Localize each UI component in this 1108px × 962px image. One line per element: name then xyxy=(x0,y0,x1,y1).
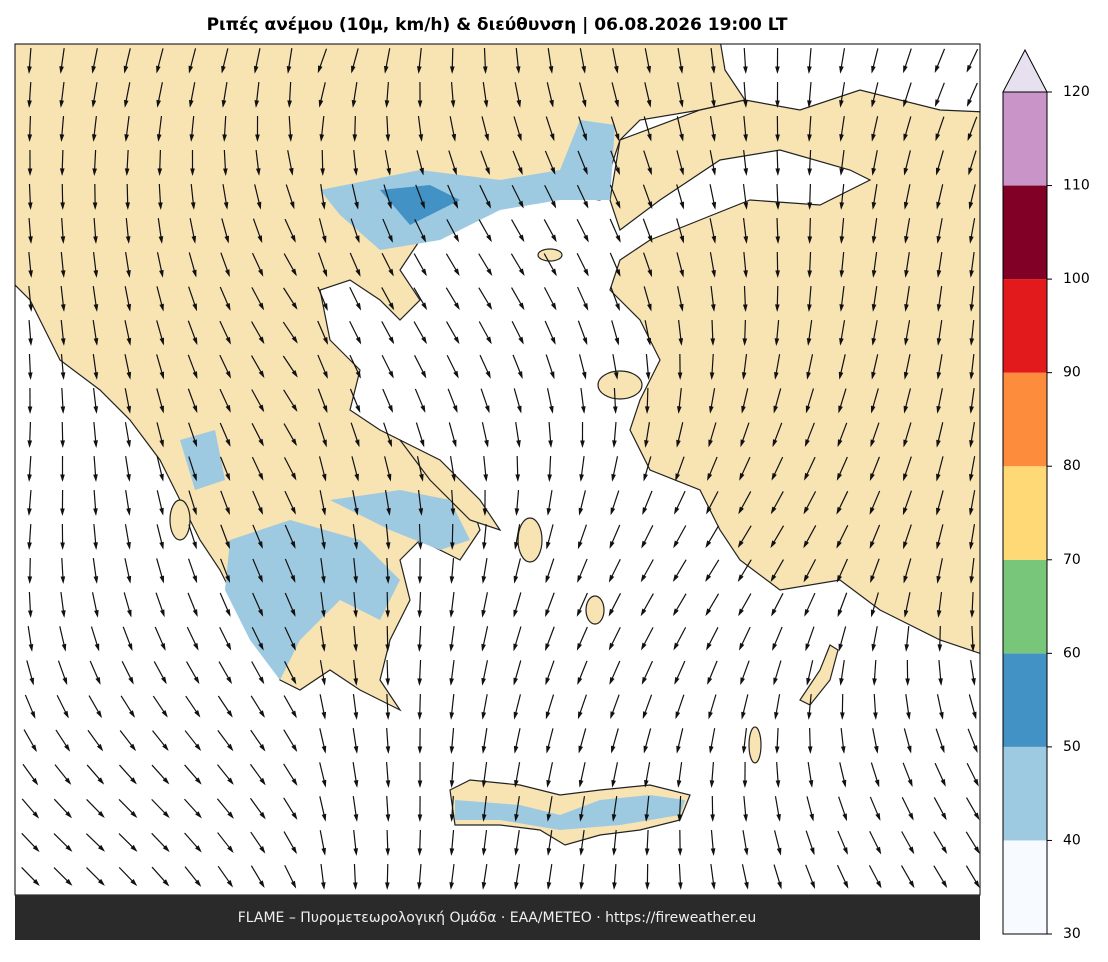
colorbar-segment xyxy=(1003,92,1047,186)
map-area xyxy=(10,40,985,895)
colorbar-segment xyxy=(1003,747,1047,841)
land-island xyxy=(586,596,604,624)
colorbar-tick-label: 40 xyxy=(1063,832,1081,848)
colorbar-segment xyxy=(1003,466,1047,560)
colorbar-tick-label: 100 xyxy=(1063,271,1090,287)
colorbar-segment xyxy=(1003,186,1047,280)
land-island xyxy=(538,249,562,261)
colorbar-segment xyxy=(1003,840,1047,934)
colorbar-tick-label: 30 xyxy=(1063,926,1081,942)
footer-text: FLAME – Πυρομετεωρολογική Ομάδα · ΕΑΑ/ME… xyxy=(238,910,757,926)
colorbar-segment xyxy=(1003,279,1047,373)
colorbar-segment xyxy=(1003,653,1047,747)
colorbar-segment xyxy=(1003,373,1047,467)
map-title: Ριπές ανέμου (10μ, km/h) & διεύθυνση | 0… xyxy=(207,15,788,35)
land-island xyxy=(598,371,642,399)
colorbar-tick-label: 70 xyxy=(1063,552,1081,568)
land-island xyxy=(749,727,761,763)
colorbar-extension xyxy=(1003,50,1047,92)
colorbar: 30 40 50 60 70 80 90 100 110 120 xyxy=(1003,50,1090,942)
land-island xyxy=(170,500,190,540)
colorbar-tick-label: 120 xyxy=(1063,84,1090,100)
colorbar-tick-label: 90 xyxy=(1063,365,1081,381)
colorbar-tick-label: 80 xyxy=(1063,458,1081,474)
colorbar-tick-label: 60 xyxy=(1063,645,1081,661)
colorbar-tick-label: 50 xyxy=(1063,739,1081,755)
colorbar-tick-label: 110 xyxy=(1063,178,1090,194)
land-island xyxy=(518,518,542,562)
colorbar-segment xyxy=(1003,560,1047,654)
